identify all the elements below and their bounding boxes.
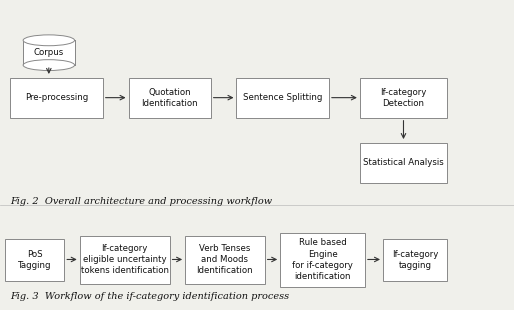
- Ellipse shape: [23, 60, 75, 71]
- Text: Sentence Splitting: Sentence Splitting: [243, 93, 322, 102]
- Text: If-category
tagging: If-category tagging: [392, 250, 438, 270]
- Text: If-category
Detection: If-category Detection: [380, 88, 427, 108]
- FancyBboxPatch shape: [128, 78, 211, 118]
- FancyBboxPatch shape: [360, 143, 447, 183]
- Text: Quotation
Identification: Quotation Identification: [141, 88, 198, 108]
- Bar: [23, 40, 75, 65]
- FancyBboxPatch shape: [185, 236, 265, 284]
- Text: Verb Tenses
and Moods
Identification: Verb Tenses and Moods Identification: [196, 244, 253, 275]
- FancyBboxPatch shape: [10, 78, 103, 118]
- Ellipse shape: [23, 35, 75, 46]
- FancyBboxPatch shape: [360, 78, 447, 118]
- Text: If-category
eligible uncertainty
tokens identification: If-category eligible uncertainty tokens …: [81, 244, 169, 275]
- FancyBboxPatch shape: [80, 236, 170, 284]
- Text: Fig. 3  Workflow of the if-category identification process: Fig. 3 Workflow of the if-category ident…: [10, 292, 289, 301]
- Text: Rule based
Engine
for if-category
identification: Rule based Engine for if-category identi…: [292, 238, 353, 281]
- Text: PoS
Tagging: PoS Tagging: [18, 250, 51, 270]
- Text: Corpus: Corpus: [34, 48, 64, 57]
- Text: Statistical Analysis: Statistical Analysis: [363, 158, 444, 167]
- Text: Pre-processing: Pre-processing: [25, 93, 88, 102]
- Text: Fig. 2  Overall architecture and processing workflow: Fig. 2 Overall architecture and processi…: [10, 197, 272, 206]
- FancyBboxPatch shape: [5, 239, 64, 281]
- FancyBboxPatch shape: [280, 232, 365, 287]
- FancyBboxPatch shape: [236, 78, 329, 118]
- FancyBboxPatch shape: [383, 239, 447, 281]
